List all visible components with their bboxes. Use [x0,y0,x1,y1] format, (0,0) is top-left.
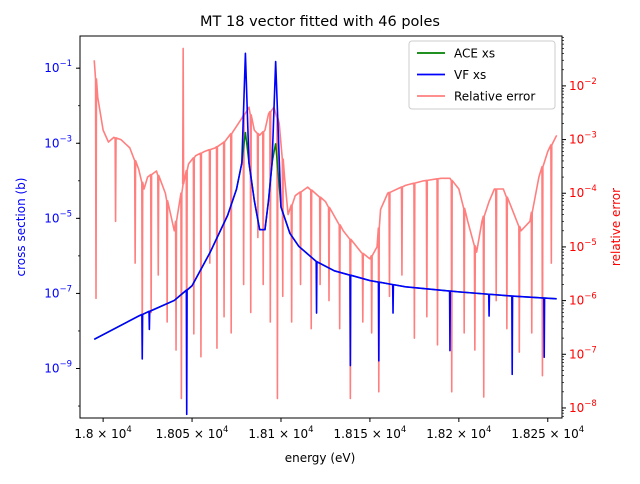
y-right-tick-exponent: −5 [584,238,597,248]
y-right-tick-exponent: −6 [584,292,597,302]
x-tick-exponent: 4 [401,425,406,435]
x-tick-label: 1.815 × 104 [334,425,407,441]
x-tick-label: 1.825 × 104 [511,425,584,441]
axes-frame [79,35,563,419]
x-tick-exponent: 4 [579,425,584,435]
y-right-tick-exponent: −4 [584,184,597,194]
y-right-tick-exponent: −8 [584,399,597,409]
y-right-tick-exponent: −3 [584,131,597,141]
legend-label-vf: VF xs [454,68,486,82]
y-left-tick-exponent: −1 [59,59,72,69]
chart-title: MT 18 vector fitted with 46 poles [200,14,440,30]
y-axis-right-label: relative error [609,188,623,266]
y-left-tick-exponent: −5 [59,209,72,219]
y-left-tick-exponent: −3 [59,134,72,144]
legend-box [408,40,556,110]
x-tick-exponent: 4 [223,425,228,435]
y-left-tick-exponent: −7 [59,284,72,294]
x-tick-label: 1.8 × 104 [74,425,131,441]
plot-clipped-group [93,47,558,416]
x-tick-exponent: 4 [308,425,313,435]
y-right-tick-exponent: −7 [584,345,597,355]
x-tick-exponent: 4 [126,425,131,435]
y-axis-left-label: cross section (b) [14,178,28,277]
y-right-tick-exponent: −2 [584,77,597,87]
x-tick-label: 1.805 × 104 [156,425,229,441]
x-tick-exponent: 4 [486,425,491,435]
x-tick-label: 1.81 × 104 [248,425,313,441]
x-tick-label: 1.82 × 104 [426,425,491,441]
legend: ACE xs VF xs Relative error [408,40,556,110]
axes: 1.8 × 104 1.805 × 104 1.81 × 104 1.815 × 10… [44,35,597,441]
legend-label-ace: ACE xs [454,47,495,61]
relative-error-line [93,47,558,400]
vf-xs-line [93,52,557,416]
legend-label-error: Relative error [454,90,535,104]
y-left-tick-exponent: −9 [59,359,72,369]
x-axis-label: energy (eV) [285,451,356,465]
